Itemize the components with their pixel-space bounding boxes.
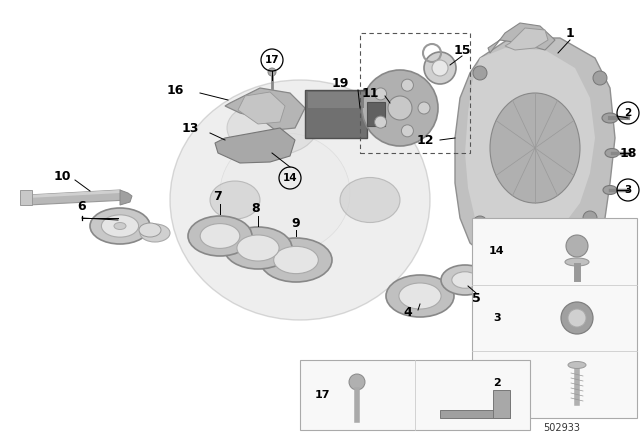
Ellipse shape <box>220 133 350 253</box>
Polygon shape <box>493 390 510 418</box>
Ellipse shape <box>227 100 317 155</box>
Ellipse shape <box>441 265 489 295</box>
Text: 3: 3 <box>493 313 501 323</box>
Text: 9: 9 <box>292 216 300 229</box>
Polygon shape <box>440 402 510 418</box>
Circle shape <box>583 211 597 225</box>
Polygon shape <box>238 92 285 124</box>
Ellipse shape <box>140 224 170 242</box>
Text: 14: 14 <box>283 173 298 183</box>
Bar <box>20 190 32 205</box>
Text: 10: 10 <box>53 169 71 182</box>
Circle shape <box>561 302 593 334</box>
Text: 15: 15 <box>453 43 471 56</box>
Polygon shape <box>215 128 295 163</box>
Bar <box>360 33 470 153</box>
Polygon shape <box>28 190 120 198</box>
Ellipse shape <box>452 272 478 288</box>
Text: 3: 3 <box>625 185 632 195</box>
Bar <box>300 360 530 430</box>
Text: 2: 2 <box>625 108 632 118</box>
Ellipse shape <box>602 113 618 123</box>
Ellipse shape <box>603 185 617 194</box>
Ellipse shape <box>490 93 580 203</box>
Circle shape <box>418 102 430 114</box>
Ellipse shape <box>90 208 150 244</box>
Circle shape <box>268 68 276 76</box>
Ellipse shape <box>224 227 292 269</box>
Circle shape <box>432 60 448 76</box>
Ellipse shape <box>200 224 240 248</box>
Text: 17: 17 <box>265 55 279 65</box>
Circle shape <box>362 70 438 146</box>
Circle shape <box>401 125 413 137</box>
Ellipse shape <box>188 216 252 256</box>
Polygon shape <box>465 48 595 240</box>
Text: 19: 19 <box>332 77 349 90</box>
Circle shape <box>473 66 487 80</box>
Circle shape <box>593 71 607 85</box>
Circle shape <box>424 52 456 84</box>
Circle shape <box>401 79 413 91</box>
Circle shape <box>566 235 588 257</box>
Text: 12: 12 <box>416 134 434 146</box>
Text: 16: 16 <box>166 83 184 96</box>
Ellipse shape <box>399 283 441 309</box>
Polygon shape <box>225 88 305 130</box>
Ellipse shape <box>568 362 586 369</box>
Text: 18: 18 <box>620 146 637 159</box>
Bar <box>308 92 364 108</box>
Circle shape <box>374 88 387 100</box>
Ellipse shape <box>565 258 589 266</box>
Ellipse shape <box>210 181 260 219</box>
Ellipse shape <box>101 215 139 237</box>
Polygon shape <box>455 38 615 266</box>
Text: 2: 2 <box>493 378 501 388</box>
Bar <box>472 218 637 418</box>
Text: 502933: 502933 <box>543 423 580 433</box>
Text: 1: 1 <box>566 26 574 39</box>
Text: 5: 5 <box>472 292 481 305</box>
Ellipse shape <box>170 80 430 320</box>
Ellipse shape <box>340 177 400 223</box>
Text: 13: 13 <box>181 121 198 134</box>
FancyBboxPatch shape <box>305 90 367 138</box>
Polygon shape <box>28 190 128 205</box>
Text: 14: 14 <box>489 246 505 256</box>
Ellipse shape <box>386 275 454 317</box>
FancyBboxPatch shape <box>367 102 385 126</box>
Circle shape <box>349 374 365 390</box>
Text: 8: 8 <box>252 202 260 215</box>
Text: 11: 11 <box>361 86 379 99</box>
Circle shape <box>388 96 412 120</box>
Ellipse shape <box>605 148 619 158</box>
Text: 17: 17 <box>314 390 330 400</box>
Text: 4: 4 <box>404 306 412 319</box>
Polygon shape <box>120 190 132 205</box>
Polygon shape <box>488 23 555 53</box>
Ellipse shape <box>114 223 126 229</box>
Circle shape <box>374 116 387 128</box>
Circle shape <box>473 216 487 230</box>
Ellipse shape <box>139 223 161 237</box>
Ellipse shape <box>260 238 332 282</box>
Ellipse shape <box>274 246 318 274</box>
Ellipse shape <box>237 235 279 261</box>
Text: 6: 6 <box>77 199 86 212</box>
Circle shape <box>568 309 586 327</box>
Polygon shape <box>505 28 548 50</box>
Text: 7: 7 <box>214 190 222 202</box>
